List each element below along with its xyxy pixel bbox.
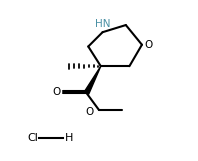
Polygon shape	[84, 66, 101, 94]
Text: H: H	[65, 133, 73, 143]
Text: O: O	[86, 107, 94, 117]
Text: O: O	[52, 87, 61, 97]
Text: O: O	[145, 40, 153, 50]
Text: Cl: Cl	[27, 133, 38, 143]
Text: HN: HN	[95, 19, 110, 29]
